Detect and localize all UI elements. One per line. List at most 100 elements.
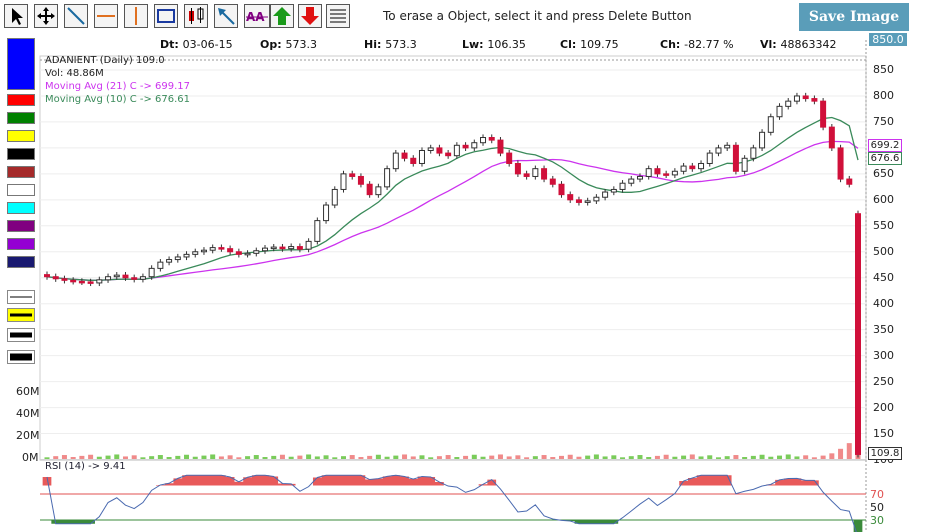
volume-bar [306, 454, 312, 459]
candle [828, 126, 835, 149]
volume-bar [436, 456, 442, 459]
volume-bar [114, 454, 120, 459]
vertical-line-icon[interactable] [124, 4, 148, 28]
ma21-line [46, 140, 859, 281]
color-swatch-blue-selected[interactable] [7, 38, 35, 90]
color-swatch-green[interactable] [7, 112, 35, 124]
price-tick: 150 [873, 426, 894, 440]
color-swatch-purple[interactable] [7, 220, 35, 232]
candle [750, 147, 757, 159]
volume-bar [838, 448, 844, 459]
volume-bar [576, 456, 582, 459]
color-swatch-cyan[interactable] [7, 202, 35, 214]
horizontal-line-icon[interactable] [94, 4, 118, 28]
candle [497, 139, 504, 154]
candle [453, 144, 460, 157]
candle [689, 165, 696, 170]
color-swatch-yellow[interactable] [7, 130, 35, 142]
candle-tool-icon[interactable] [184, 4, 208, 28]
candle [663, 173, 670, 176]
volume-bar [489, 455, 495, 459]
lines-icon[interactable] [326, 4, 350, 28]
volume-bar [140, 457, 146, 459]
save-image-button[interactable]: Save Image [799, 3, 909, 31]
rsi-line [46, 474, 857, 532]
line-width-1[interactable] [7, 290, 35, 304]
candle [288, 246, 295, 250]
candle [61, 278, 68, 281]
ma10-badge: 676.6 [868, 152, 902, 165]
volume-bar [96, 456, 102, 459]
volume-bar [454, 457, 460, 459]
volume-bar [532, 456, 538, 459]
fibonacci-icon[interactable]: AA [244, 4, 270, 28]
candle [279, 246, 286, 250]
info-close: Cl: 109.75 [560, 38, 619, 51]
candle [776, 105, 783, 118]
volume-bar [733, 455, 739, 459]
price-tick: 350 [873, 322, 894, 336]
toolbar: AA To erase a Object, select it and pres… [0, 0, 940, 34]
legend-volume: Vol: 48.86M [45, 68, 104, 79]
color-swatch-violet[interactable] [7, 238, 35, 250]
volume-bar [227, 455, 233, 459]
rectangle-icon[interactable] [154, 4, 178, 28]
candle [166, 259, 173, 263]
volume-bar [201, 455, 207, 459]
volume-bar [349, 455, 355, 459]
up-arrow-icon[interactable] [270, 4, 294, 28]
candle [418, 149, 425, 164]
volume-bar [79, 455, 85, 459]
candle [427, 147, 434, 151]
legend-ma21: Moving Avg (21) C -> 699.17 [45, 81, 191, 92]
candle [105, 276, 112, 281]
volume-bar [70, 457, 76, 459]
volume-bar [184, 454, 190, 459]
volume-bar [742, 457, 748, 459]
candle [157, 261, 164, 269]
color-swatch-red[interactable] [7, 94, 35, 106]
volume-bar [715, 457, 721, 459]
volume-bar [846, 443, 852, 459]
rsi-tick-30: 30 [870, 514, 884, 527]
down-arrow-icon[interactable] [298, 4, 322, 28]
legend-ma10: Moving Avg (10) C -> 676.61 [45, 94, 191, 105]
candle [567, 194, 574, 201]
price-tick: 250 [873, 374, 894, 388]
color-swatch-white[interactable] [7, 184, 35, 196]
line-width-2-selected[interactable] [7, 308, 35, 322]
volume-bar [402, 454, 408, 459]
volume-bar [567, 454, 573, 459]
price-grid [40, 69, 866, 460]
line-width-4[interactable] [7, 350, 35, 364]
candle [305, 240, 312, 250]
color-swatch-brown[interactable] [7, 166, 35, 178]
color-swatch-navy[interactable] [7, 256, 35, 268]
color-swatch-black[interactable] [7, 148, 35, 160]
volume-bar [654, 455, 660, 459]
candle [148, 267, 155, 278]
candle [820, 100, 827, 128]
candle [445, 152, 452, 157]
volume-bar [480, 456, 486, 459]
move-icon[interactable] [34, 4, 58, 28]
volume-bar [855, 403, 861, 459]
candle [593, 196, 600, 202]
trendline-icon[interactable] [64, 4, 88, 28]
volume-bar [53, 456, 59, 459]
candle [506, 152, 513, 164]
candle [323, 204, 330, 222]
candle [122, 274, 129, 279]
arrow-icon[interactable] [214, 4, 238, 28]
candle [87, 281, 94, 284]
candle [480, 137, 487, 144]
volume-bar [288, 456, 294, 459]
line-width-3[interactable] [7, 328, 35, 342]
volume-bar [611, 455, 617, 459]
volume-bar [88, 454, 94, 459]
volume-bar [550, 457, 556, 459]
volume-bar [829, 453, 835, 459]
pointer-icon[interactable] [4, 4, 28, 28]
volume-bar [105, 455, 111, 459]
